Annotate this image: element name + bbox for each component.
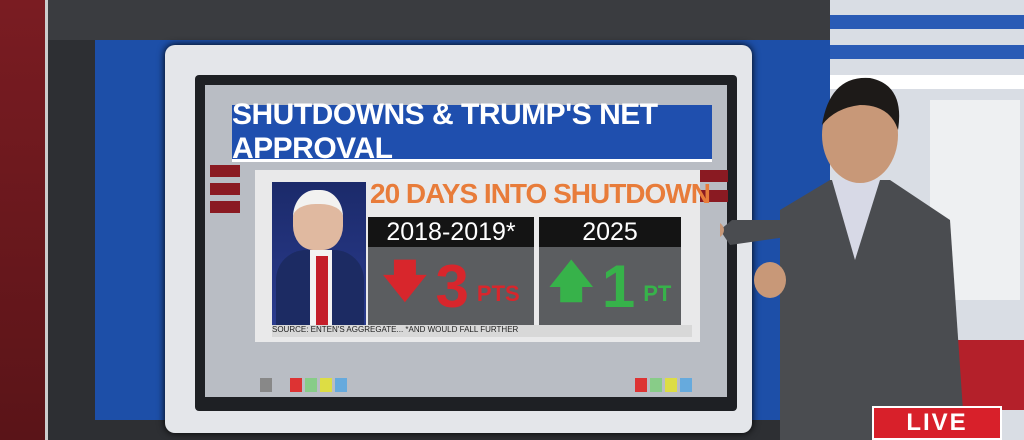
photo-head (293, 190, 343, 250)
change-unit: PT (643, 281, 672, 306)
source-note: SOURCE: ENTEN'S AGGREGATE... *AND WOULD … (272, 325, 692, 337)
period-label: 2025 (539, 217, 681, 247)
change-value: 3 (435, 252, 469, 320)
change-unit: PTS (476, 281, 520, 306)
presenter (720, 77, 965, 440)
comparison-2018-2019: 2018-2019* 🡇 3 PTS (368, 217, 534, 325)
graphic-title: SHUTDOWNS & TRUMP'S NET APPROVAL (232, 98, 712, 165)
comparison-2025: 2025 🡅 1 PT (539, 217, 681, 325)
period-label: 2018-2019* (368, 217, 534, 247)
change-value: 1 (601, 252, 636, 320)
arrow-up-icon: 🡅 (548, 256, 594, 306)
live-badge: LIVE (872, 406, 1002, 440)
arrow-down-icon: 🡇 (382, 256, 428, 306)
graphic-headline: 20 DAYS INTO SHUTDOWN (370, 178, 711, 209)
studio-ceiling (48, 0, 838, 40)
photo-tie (316, 256, 328, 330)
studio-left-wall (0, 0, 48, 440)
